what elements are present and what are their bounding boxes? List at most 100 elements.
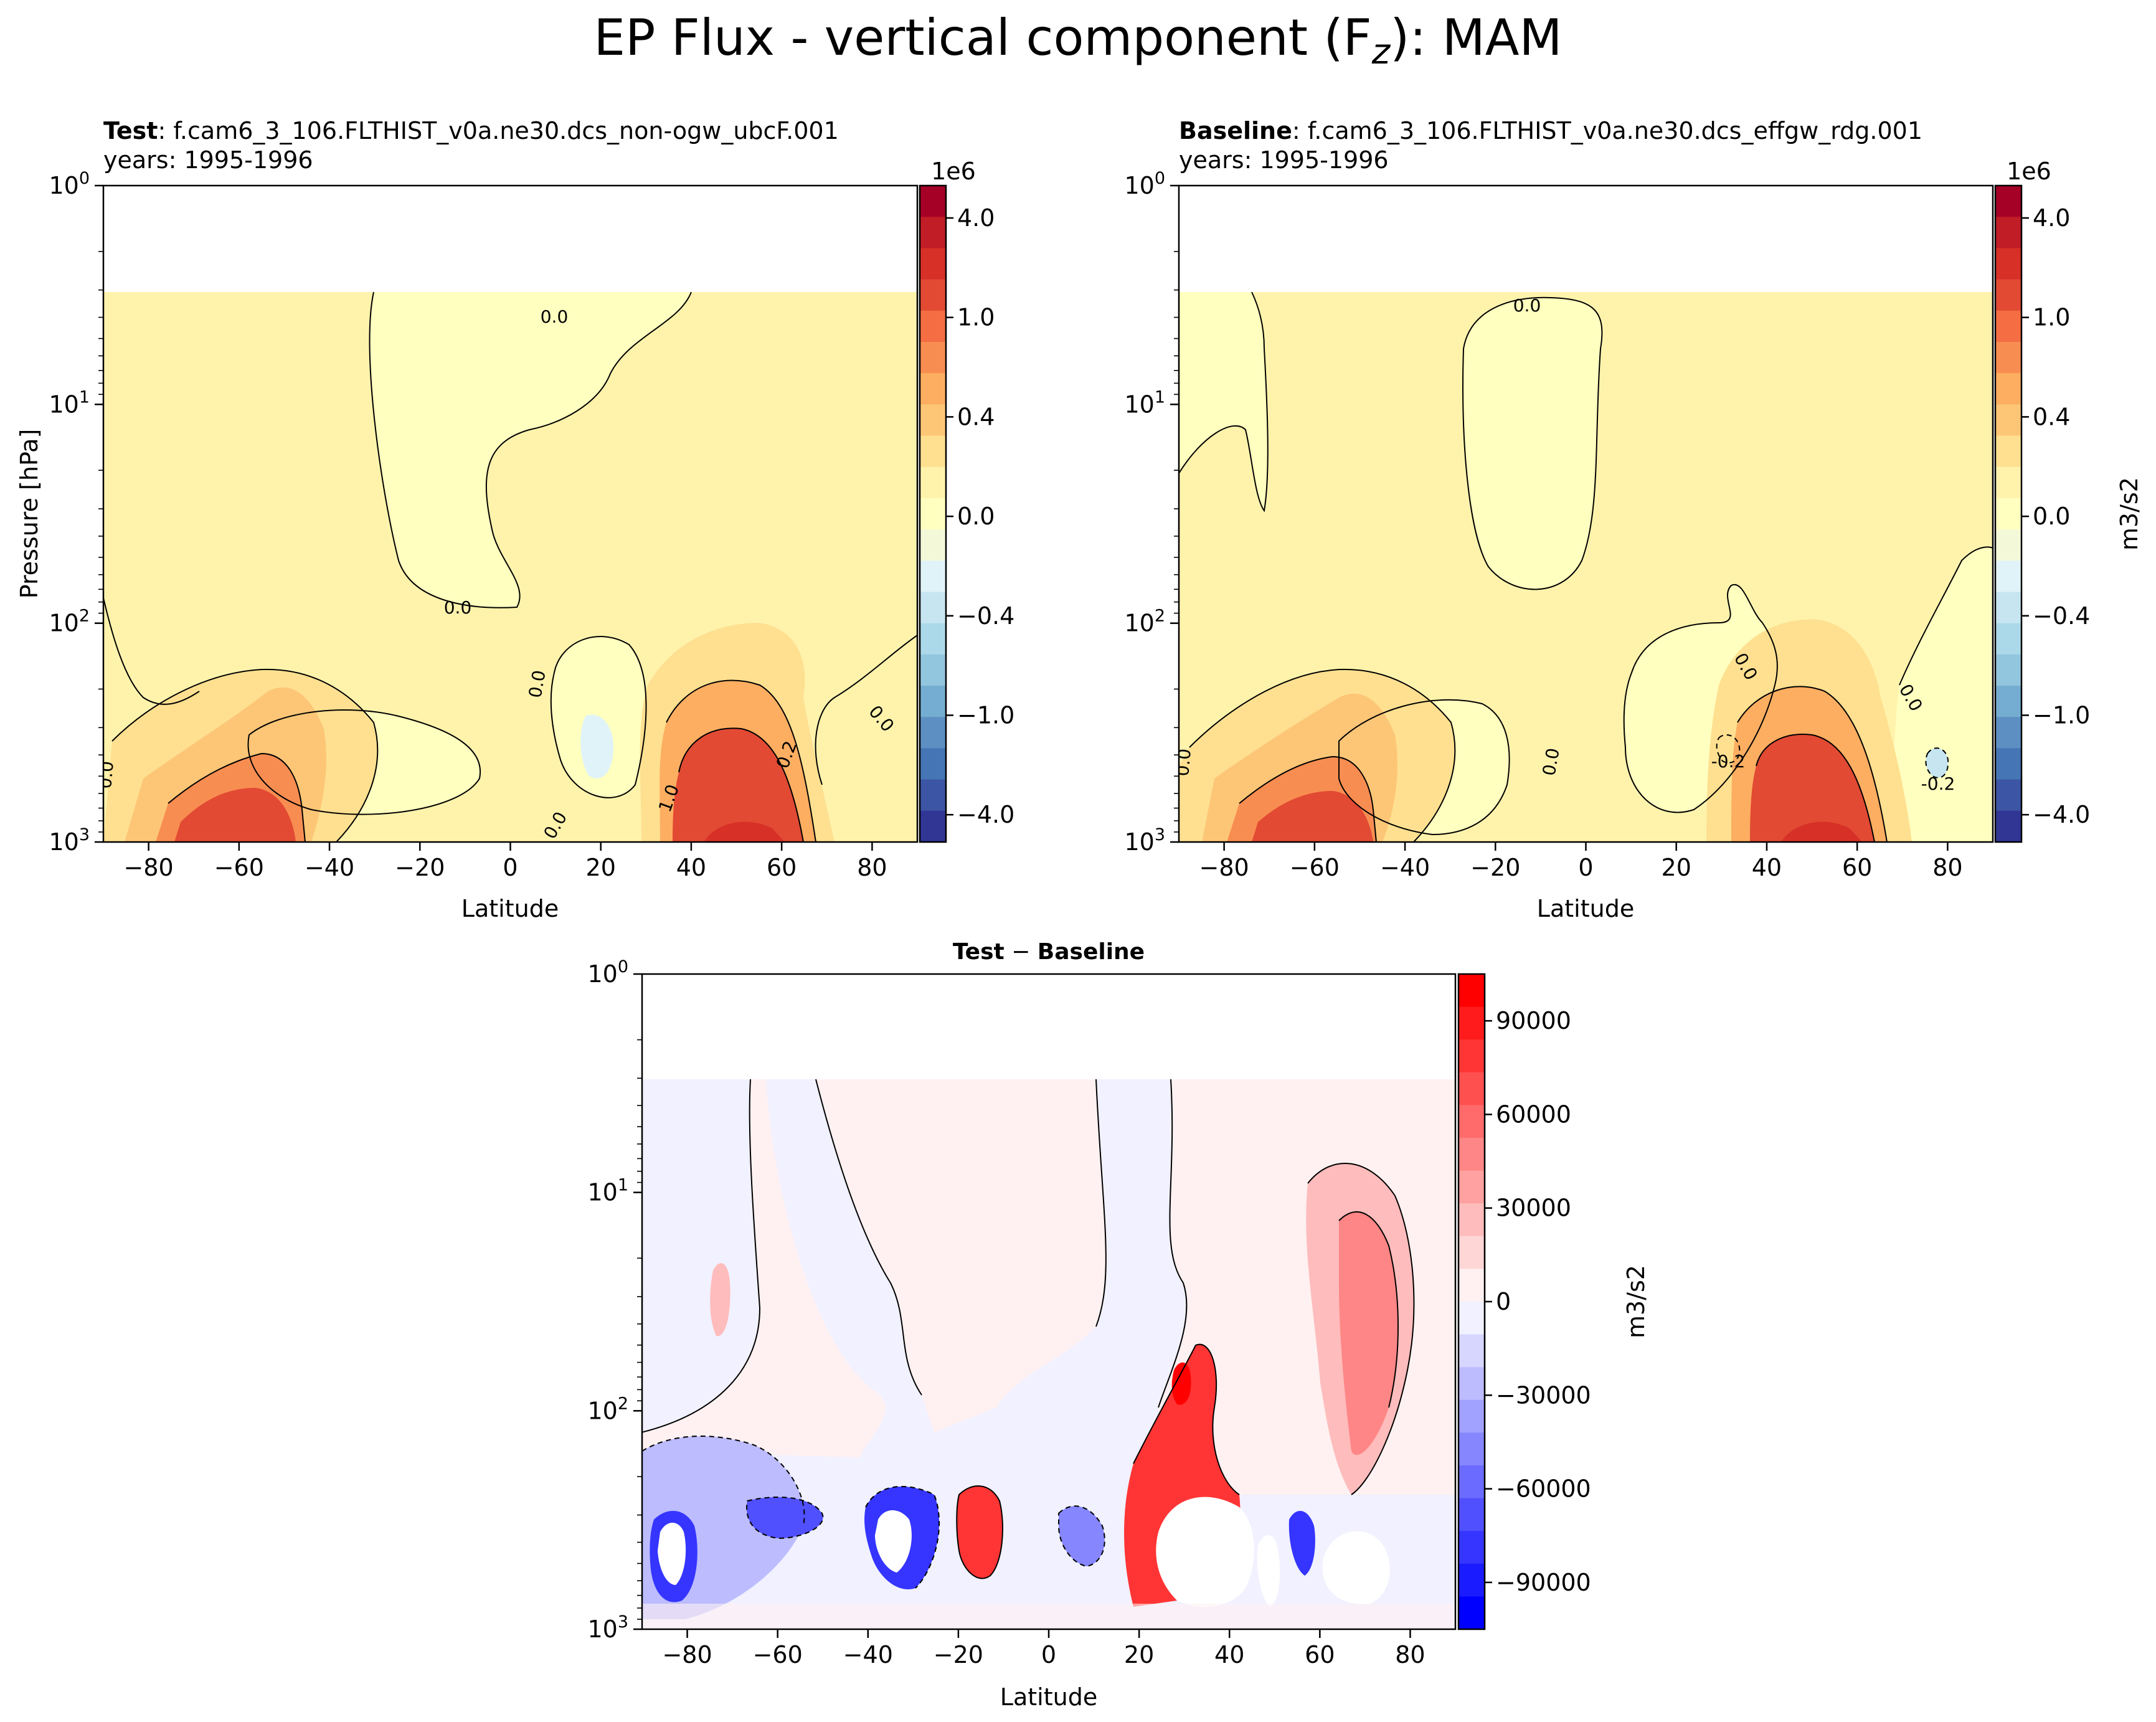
colorbar-swatch: [1995, 186, 2021, 217]
colorbar-swatch: [1995, 748, 2021, 780]
colorbar-swatch: [1995, 279, 2021, 311]
difference-region-negative: [1288, 1511, 1315, 1576]
difference-panel: Test − Baseline: [587, 939, 1650, 1711]
baseline-contour: [1756, 734, 1875, 842]
colorbar-swatch: [1995, 310, 2021, 343]
colorbar-swatch: [920, 810, 946, 843]
baseline-contour-label: -0.2: [1921, 773, 1955, 794]
x-tick-label: 60: [767, 854, 797, 881]
baseline-region-weak-negative: [1926, 748, 1949, 778]
colorbar-tick-label: −4.0: [957, 801, 1014, 828]
test-contour: [103, 597, 200, 705]
baseline-contour: [1737, 686, 1888, 842]
x-tick-label: 80: [1932, 854, 1962, 881]
colorbar-swatch: [1459, 1138, 1485, 1171]
baseline-field: 0.0 0.0 0.0 -0.2 -0.2 0.0 0.0: [1179, 291, 1993, 842]
x-tick-label: 0: [503, 854, 518, 881]
colorbar-swatch: [920, 654, 946, 686]
colorbar-tick-label: 1.0: [2033, 304, 2070, 331]
difference-xlabel: Latitude: [1000, 1683, 1097, 1711]
y-tick-label: 101: [1124, 387, 1165, 418]
test-region-weak-negative: [580, 714, 613, 778]
baseline-region-weak-positive: [1893, 547, 1993, 842]
colorbar-swatch: [920, 186, 946, 217]
y-tick-label: 102: [1124, 607, 1165, 637]
test-contour: [111, 668, 379, 842]
colorbar-tick-label: −1.0: [2033, 701, 2090, 729]
test-contour: [678, 727, 804, 842]
colorbar-tick-label: −90000: [1496, 1569, 1591, 1596]
colorbar-tick-label: 0: [1496, 1288, 1511, 1315]
difference-contour-dashed: [865, 1485, 940, 1589]
baseline-contour: [1462, 296, 1603, 590]
x-tick-label: 60: [1842, 854, 1872, 881]
difference-contour: [815, 1079, 922, 1396]
difference-region-positive: [1339, 1211, 1398, 1455]
baseline-region-weak-positive: [1179, 292, 1268, 511]
colorbar-swatch: [920, 623, 946, 655]
x-tick-label: −40: [843, 1641, 893, 1668]
baseline-region-positive: [1750, 734, 1875, 842]
test-contour-label: 0.0: [444, 597, 472, 618]
test-contour-label: 0.0: [525, 669, 550, 700]
x-tick-label: −80: [124, 854, 174, 881]
y-tick-label: 102: [49, 607, 90, 637]
colorbar-swatch: [1995, 435, 2021, 468]
baseline-region-weak-positive: [1463, 297, 1602, 590]
colorbar-swatch: [920, 717, 946, 749]
difference-region-hole: [1156, 1497, 1254, 1607]
difference-contour: [956, 1485, 1003, 1579]
difference-region-hole: [1322, 1531, 1390, 1604]
x-tick-label: 60: [1305, 1641, 1335, 1668]
colorbar-tick-label: −60000: [1496, 1475, 1591, 1503]
difference-colorbar: 90000 60000 30000 0 −30000 −60000 −90000: [1457, 973, 1591, 1630]
x-tick-label: 80: [857, 854, 887, 881]
colorbar-swatch: [920, 404, 946, 437]
difference-contour: [1307, 1163, 1415, 1495]
difference-contour: [1338, 1211, 1399, 1408]
baseline-colorbar-multiplier: 1e6: [2007, 158, 2051, 185]
baseline-panel-title: Baseline: f.cam6_3_106.FLTHIST_v0a.ne30.…: [1179, 117, 1922, 144]
colorbar-tick-label: −0.4: [2033, 602, 2090, 630]
difference-region-weak-positive: [816, 1079, 1106, 1432]
colorbar-swatch: [920, 279, 946, 311]
colorbar-swatch: [1459, 1465, 1485, 1499]
y-tick-label: 100: [587, 957, 628, 988]
colorbar-swatch: [920, 779, 946, 811]
x-tick-label: −20: [1470, 854, 1520, 881]
difference-region-negative: [747, 1497, 823, 1538]
colorbar-swatch: [1459, 1039, 1485, 1073]
colorbar-swatch: [1459, 1563, 1485, 1597]
baseline-contour: [1899, 546, 1993, 686]
colorbar-swatch: [1459, 1302, 1485, 1335]
test-colorbar: 4.0 1.0 0.4 0.0 −0.4 −1.0 −4.0: [919, 184, 1014, 843]
y-tick-label: 102: [587, 1394, 628, 1424]
difference-region-strong-positive: [1171, 1362, 1191, 1405]
baseline-contour: [1239, 755, 1377, 842]
difference-colorbar-unit: m3/s2: [1622, 1265, 1650, 1338]
x-tick-label: 40: [1752, 854, 1782, 881]
colorbar-swatch: [1995, 404, 2021, 437]
test-contour: [369, 291, 692, 608]
baseline-region-positive: [1781, 821, 1862, 842]
test-panel-title: Test: f.cam6_3_106.FLTHIST_v0a.ne30.dcs_…: [103, 117, 839, 144]
colorbar-swatch: [1995, 654, 2021, 686]
colorbar-swatch: [1459, 1105, 1485, 1138]
y-tick-label: 100: [49, 169, 90, 199]
difference-region-positive: [957, 1486, 1003, 1579]
colorbar-swatch: [1459, 1269, 1485, 1302]
baseline-region-positive: [1252, 791, 1373, 842]
difference-surface-band: [642, 1604, 1455, 1629]
baseline-contour: [1338, 699, 1510, 836]
y-tick-label: 103: [587, 1612, 628, 1643]
x-tick-label: 40: [676, 854, 706, 881]
difference-contour-dashed: [642, 1436, 805, 1526]
baseline-contour-dashed: [1925, 747, 1949, 778]
colorbar-swatch: [1995, 341, 2021, 374]
y-tick-label: 103: [1124, 825, 1165, 856]
x-tick-label: 40: [1214, 1641, 1244, 1668]
test-axes: −80 −60 −40 −20 0 20 40 60 80 100 101 102 103: [49, 169, 887, 881]
colorbar-swatch: [1995, 779, 2021, 811]
difference-region-negative: [1059, 1506, 1105, 1566]
